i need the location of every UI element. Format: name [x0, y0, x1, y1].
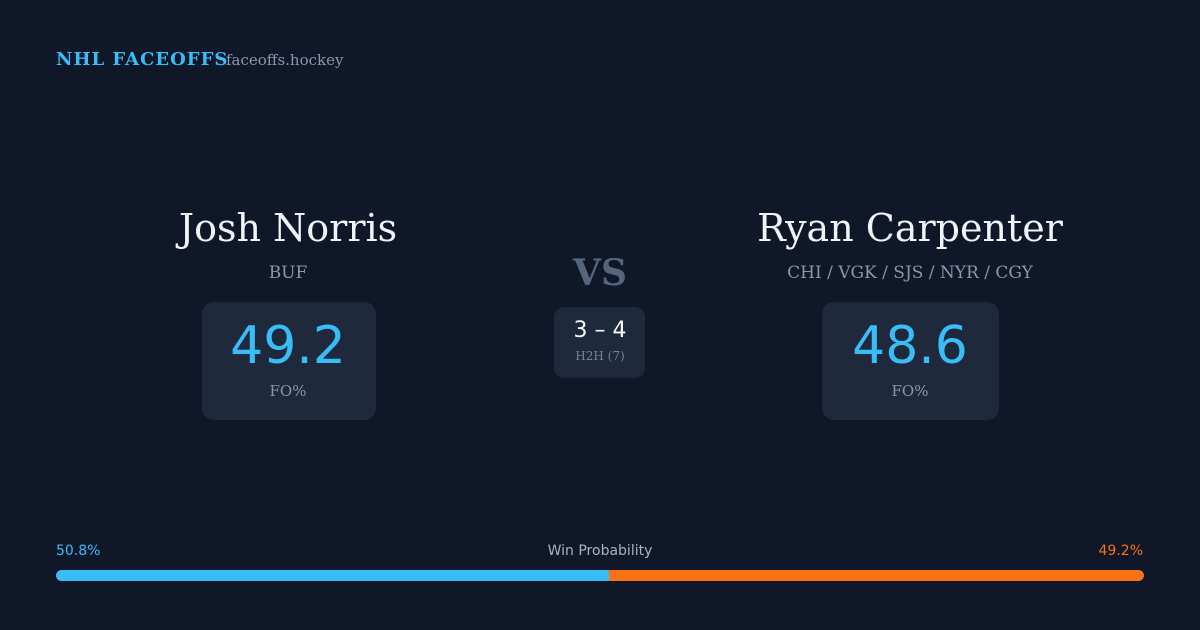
site: faceoffs.hockey: [226, 51, 344, 69]
stat-box: [822, 302, 999, 420]
win-prob-segment: [56, 570, 609, 581]
vs: VS: [573, 252, 627, 294]
stat-value: 49.2: [230, 316, 346, 376]
h2h-box: [554, 307, 645, 378]
h2h-score: 3 – 4: [573, 318, 627, 343]
player-team: BUF: [268, 263, 308, 283]
win-prob-segment: [608, 570, 1144, 581]
h2h-label: H2H (7): [575, 349, 625, 363]
stat-value: 48.6: [852, 316, 968, 376]
stat-label: FO%: [269, 382, 307, 400]
win-prob-title: Win Probability: [547, 543, 653, 559]
stat-label: FO%: [891, 382, 929, 400]
win-prob-bar: [56, 570, 1144, 581]
win-prob-left: 50.8%: [56, 543, 101, 559]
player-team: CHI / VGK / SJS / NYR / CGY: [787, 263, 1033, 283]
win-prob-right: 49.2%: [1098, 543, 1143, 559]
brand: NHL FACEOFFS: [56, 49, 229, 70]
player-name: Ryan Carpenter: [757, 206, 1063, 250]
player-name: Josh Norris: [178, 206, 398, 250]
stat-box: [202, 302, 376, 420]
